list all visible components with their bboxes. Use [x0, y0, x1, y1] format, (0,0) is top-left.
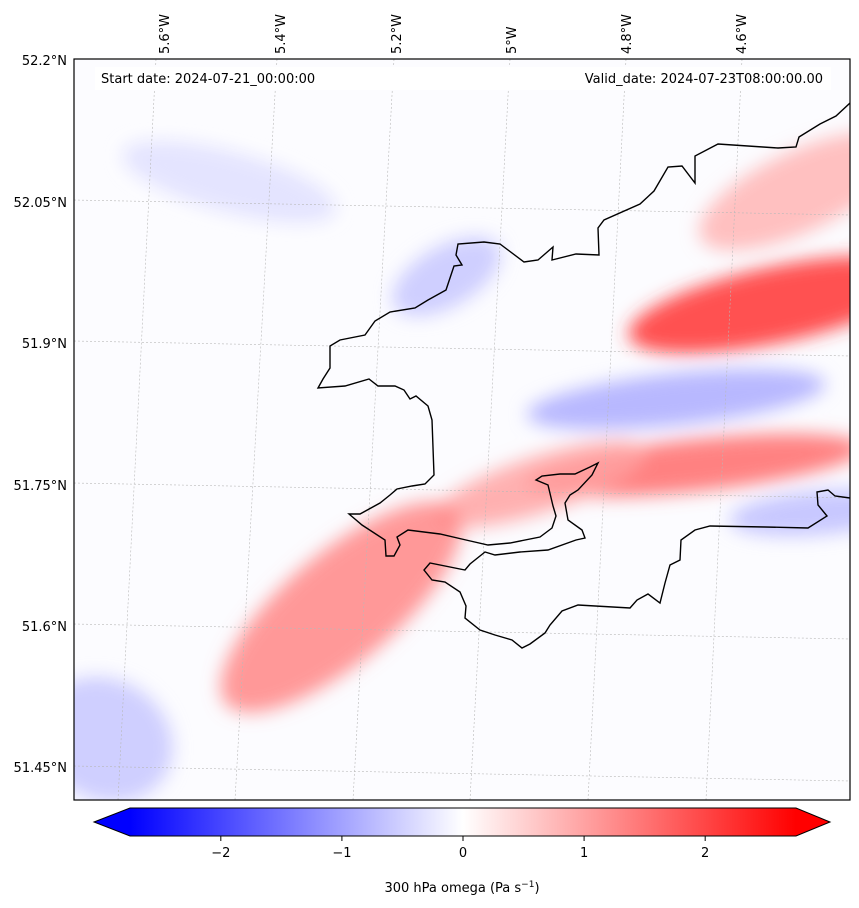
- colorbar-tick-label: 1: [580, 846, 588, 861]
- omega-minimum: [392, 236, 501, 317]
- parallel-gridline: [74, 482, 850, 499]
- start-date-label: Start date: 2024-07-21_00:00:00: [101, 72, 315, 87]
- longitude-labels: 5.6°W 5.4°W 5.2°W 5°W 4.8°W 4.6°W: [158, 14, 750, 54]
- lat-label: 51.45°N: [14, 761, 67, 776]
- colorbar-extend-high: [796, 808, 830, 836]
- colorbar-tick-label: −2: [211, 846, 230, 861]
- colorbar-label-exponent: −1: [521, 880, 534, 890]
- lat-label: 51.6°N: [22, 620, 67, 635]
- map-panel: [74, 59, 850, 800]
- valid-date-label: Valid_date: 2024-07-23T08:00:00.00: [585, 72, 823, 87]
- header-box: [95, 67, 831, 90]
- lat-label: 52.2°N: [22, 54, 67, 69]
- colorbar-tick-label: 2: [701, 846, 709, 861]
- gridlines: [74, 59, 850, 800]
- parallel-gridline: [74, 199, 850, 216]
- lat-label: 51.9°N: [22, 337, 67, 352]
- lon-label: 5.2°W: [390, 14, 405, 54]
- colorbar-label: 300 hPa omega (Pa s−1): [384, 880, 539, 896]
- lon-label: 4.8°W: [620, 14, 635, 54]
- lat-label: 52.05°N: [14, 196, 67, 211]
- parallel-gridline: [74, 340, 850, 357]
- colorbar-extend-low: [94, 808, 130, 836]
- colorbar-tick-label: −1: [332, 846, 351, 861]
- omega-minimum: [526, 369, 826, 430]
- lon-label: 5°W: [505, 26, 520, 54]
- coastline: [316, 102, 850, 649]
- colorbar-ticks: −2 −1 0 1 2: [211, 836, 709, 861]
- lat-label: 51.75°N: [14, 479, 67, 494]
- omega-minimum: [122, 141, 336, 223]
- colorbar-gradient: [130, 808, 796, 836]
- colorbar: −2 −1 0 1 2 300 hPa omega (Pa s−1): [92, 807, 832, 896]
- map-frame: [73, 58, 851, 801]
- lon-label: 4.6°W: [735, 14, 750, 54]
- lon-label: 5.4°W: [274, 14, 289, 54]
- omega-maximum: [699, 132, 850, 251]
- latitude-labels: 52.2°N 52.05°N 51.9°N 51.75°N 51.6°N 51.…: [14, 54, 67, 776]
- omega-maximum: [220, 501, 462, 713]
- colorbar-label-text: 300 hPa omega (Pa s: [384, 881, 521, 896]
- parallel-gridline: [74, 623, 850, 640]
- colorbar-outline: [92, 807, 832, 837]
- colorbar-label-close: ): [534, 881, 539, 896]
- omega-maximum: [434, 441, 645, 528]
- parallel-gridline: [74, 765, 850, 782]
- colorbar-tick-label: 0: [459, 846, 467, 861]
- omega-minimum: [74, 676, 173, 800]
- omega-minimum: [729, 489, 850, 536]
- lon-label: 5.6°W: [158, 14, 173, 54]
- omega-field: [74, 132, 850, 800]
- omega-maximum: [628, 256, 850, 354]
